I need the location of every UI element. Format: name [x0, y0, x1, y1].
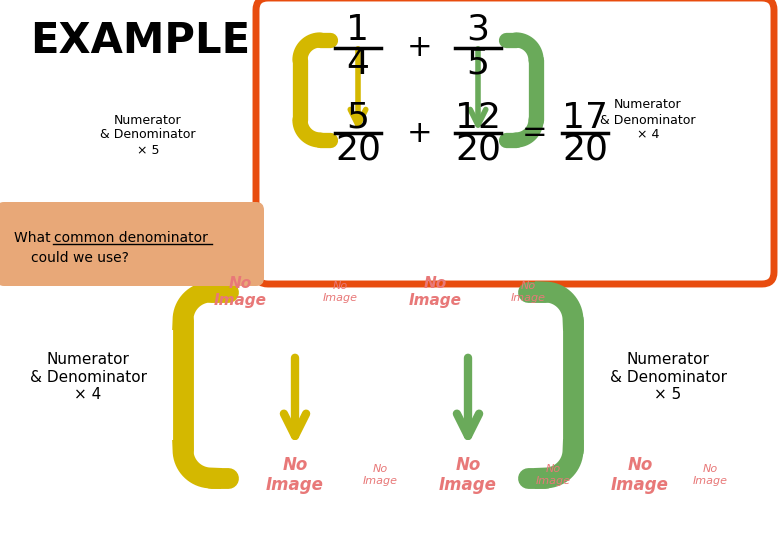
Text: common denominator: common denominator: [54, 231, 208, 245]
Text: 17: 17: [562, 101, 608, 135]
Text: Numerator
& Denominator
× 4: Numerator & Denominator × 4: [30, 352, 147, 402]
Text: +: +: [407, 33, 433, 63]
Text: No
Image: No Image: [214, 276, 267, 308]
Text: 20: 20: [335, 132, 381, 166]
Text: Numerator
& Denominator
× 5: Numerator & Denominator × 5: [101, 113, 196, 157]
FancyBboxPatch shape: [0, 202, 264, 286]
Text: could we use?: could we use?: [31, 251, 129, 265]
Text: Numerator
& Denominator
× 4: Numerator & Denominator × 4: [601, 98, 696, 141]
Text: No
Image: No Image: [409, 276, 462, 308]
Text: =: =: [522, 118, 548, 147]
Text: 1: 1: [346, 13, 370, 47]
Text: No
Image: No Image: [536, 464, 570, 486]
Text: What: What: [14, 231, 55, 245]
Text: EXAMPLE: EXAMPLE: [30, 20, 250, 62]
Text: No
Image: No Image: [322, 281, 357, 303]
Text: 3: 3: [466, 13, 490, 47]
Text: No
Image: No Image: [510, 281, 545, 303]
Text: 5: 5: [346, 101, 370, 135]
Text: +: +: [407, 118, 433, 147]
Text: 20: 20: [562, 132, 608, 166]
Text: 12: 12: [455, 101, 501, 135]
Text: No
Image: No Image: [693, 464, 728, 486]
FancyBboxPatch shape: [256, 0, 774, 284]
Text: 4: 4: [346, 47, 370, 81]
Text: No
Image: No Image: [266, 456, 324, 495]
Text: 5: 5: [466, 47, 490, 81]
Text: 20: 20: [455, 132, 501, 166]
Text: No
Image: No Image: [611, 456, 669, 495]
Text: No
Image: No Image: [363, 464, 398, 486]
Text: No
Image: No Image: [439, 456, 497, 495]
Text: Numerator
& Denominator
× 5: Numerator & Denominator × 5: [609, 352, 726, 402]
